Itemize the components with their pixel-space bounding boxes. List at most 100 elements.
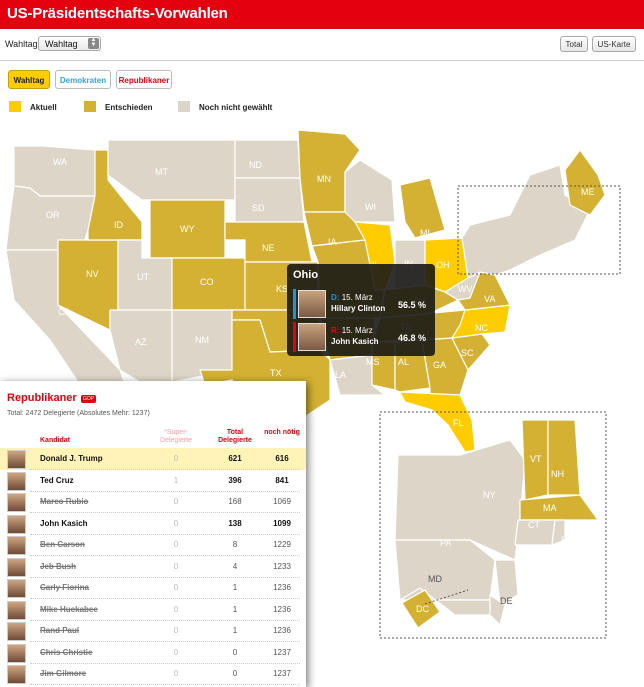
total-delegates-value: 8 [232,540,238,549]
inset-de[interactable] [489,594,506,626]
candidate-avatar [7,622,26,641]
label-or: OR [46,210,60,220]
total-delegates-value: 138 [228,518,242,528]
label-dc: DC [416,604,429,614]
table-row[interactable]: Ted Cruz 1 396 841 [0,470,306,492]
total-delegates-value: 1 [232,626,238,635]
tooltip-state-name: Ohio [293,269,319,281]
select-arrows-icon: ▲ ▼ [88,37,99,49]
table-row[interactable]: Chris Christie 0 0 1237 [0,642,306,664]
candidate-name: Carly Fiorina [40,583,89,592]
election-day-value: Wahltag [45,39,78,49]
super-delegates-value: 0 [173,647,179,657]
total-delegates-value: 0 [232,647,238,657]
dem-date: D: 15. März [331,293,373,302]
election-day-select[interactable]: Wahltag ▲ ▼ [38,36,101,51]
legend-swatch-pending [178,101,190,112]
candidate-name: Ben Carson [40,540,85,549]
inset-pa[interactable] [394,539,496,601]
rep-color-bar [293,322,296,352]
label-oh: OH [436,260,450,270]
label-ny: NY [483,490,496,500]
dem-candidate-photo [298,290,326,318]
label-nv: NV [86,269,99,279]
super-delegates-value: 0 [173,540,179,549]
candidate-avatar [7,536,26,555]
dem-color-bar [293,289,296,319]
table-row[interactable]: Mike Huckabee 0 1 1236 [0,599,306,621]
label-la: LA [335,370,346,380]
page-title: US-Präsidentschafts-Vorwahlen [7,5,228,22]
candidate-avatar [7,514,26,534]
label-sd: SD [252,203,265,213]
state-wv[interactable] [444,271,481,301]
label-de: DE [500,596,513,606]
table-row[interactable]: Marco Rubio 0 168 1069 [0,491,306,513]
label-mn: MN [317,174,331,184]
state-nd[interactable] [234,139,301,179]
label-wy: WY [180,224,195,234]
toolbar: Wahltag: Wahltag ▲ ▼ Total US-Karte [0,29,644,61]
filter-democrats[interactable]: Demokraten [55,70,111,89]
inset-dc[interactable] [401,589,441,629]
row-divider [30,469,300,470]
app-header: US-Präsidentschafts-Vorwahlen [0,0,644,29]
state-sd[interactable] [234,177,305,223]
label-ri: RI [561,535,570,545]
table-row[interactable]: Ben Carson 0 8 1229 [0,534,306,556]
row-divider [30,662,300,664]
filter-election-day[interactable]: Wahltag [8,70,50,89]
label-fl: FL [453,418,464,428]
total-delegates-value: 1 [232,583,238,592]
state-ne[interactable] [224,221,313,263]
inset-ma[interactable] [519,494,599,521]
tooltip-rep-row: R: 15. März John Kasich 46.8 % [293,322,430,352]
state-mi[interactable] [399,177,446,239]
legend-current: Aktuell [9,101,57,112]
label-pa: PA [440,538,451,548]
table-row[interactable]: Jim Gilmore 0 0 1237 [0,663,306,685]
inset-ri[interactable] [551,519,566,546]
label-id: ID [114,220,124,230]
dem-candidate-name: Hillary Clinton [331,304,386,313]
row-divider [30,533,300,535]
label-ia: IA [328,237,337,247]
table-row[interactable]: Jeb Bush 0 4 1233 [0,556,306,578]
table-row[interactable]: Donald J. Trump 0 621 616 [0,448,306,470]
label-me: ME [581,187,595,197]
table-row[interactable]: Carly Fiorina 0 1 1236 [0,577,306,599]
table-row[interactable]: John Kasich 0 138 1099 [0,513,306,535]
row-divider [30,555,300,556]
filter-republicans[interactable]: Republikaner [116,70,172,89]
inset-nj[interactable] [494,559,519,606]
candidate-avatar [7,579,26,598]
table-row[interactable]: Rand Paul 0 1 1236 [0,620,306,642]
candidate-avatar [7,665,26,684]
candidate-avatar [7,450,26,469]
candidate-name: Jeb Bush [40,561,77,571]
state-fl[interactable] [399,391,476,453]
state-mt[interactable] [107,139,236,201]
us-map-button[interactable]: US-Karte [592,36,636,52]
still-needed-value: 1099 [273,518,291,528]
label-md: MD [428,574,442,584]
super-delegates-value: 0 [173,561,179,571]
row-divider [30,598,300,599]
still-needed-value: 1237 [273,647,291,657]
still-needed-value: 841 [275,475,289,485]
inset-nh[interactable] [547,419,581,496]
total-button[interactable]: Total [560,36,588,52]
still-needed-value: 1236 [273,626,291,635]
still-needed-value: 1233 [273,561,291,571]
row-divider [30,641,300,642]
state-wi[interactable] [344,159,396,223]
state-me[interactable] [564,149,606,216]
super-delegates-value: 0 [173,604,179,614]
gop-badge: GOP [81,395,97,403]
dem-percentage: 56.5 % [397,300,426,310]
candidate-avatar [7,471,26,491]
panel-subtitle: Total: 2472 Delegierte (Absolutes Mehr: … [7,410,150,417]
total-delegates-value: 396 [228,475,242,485]
legend-decided: Entschieden [84,101,153,112]
label-ut: UT [137,272,149,282]
